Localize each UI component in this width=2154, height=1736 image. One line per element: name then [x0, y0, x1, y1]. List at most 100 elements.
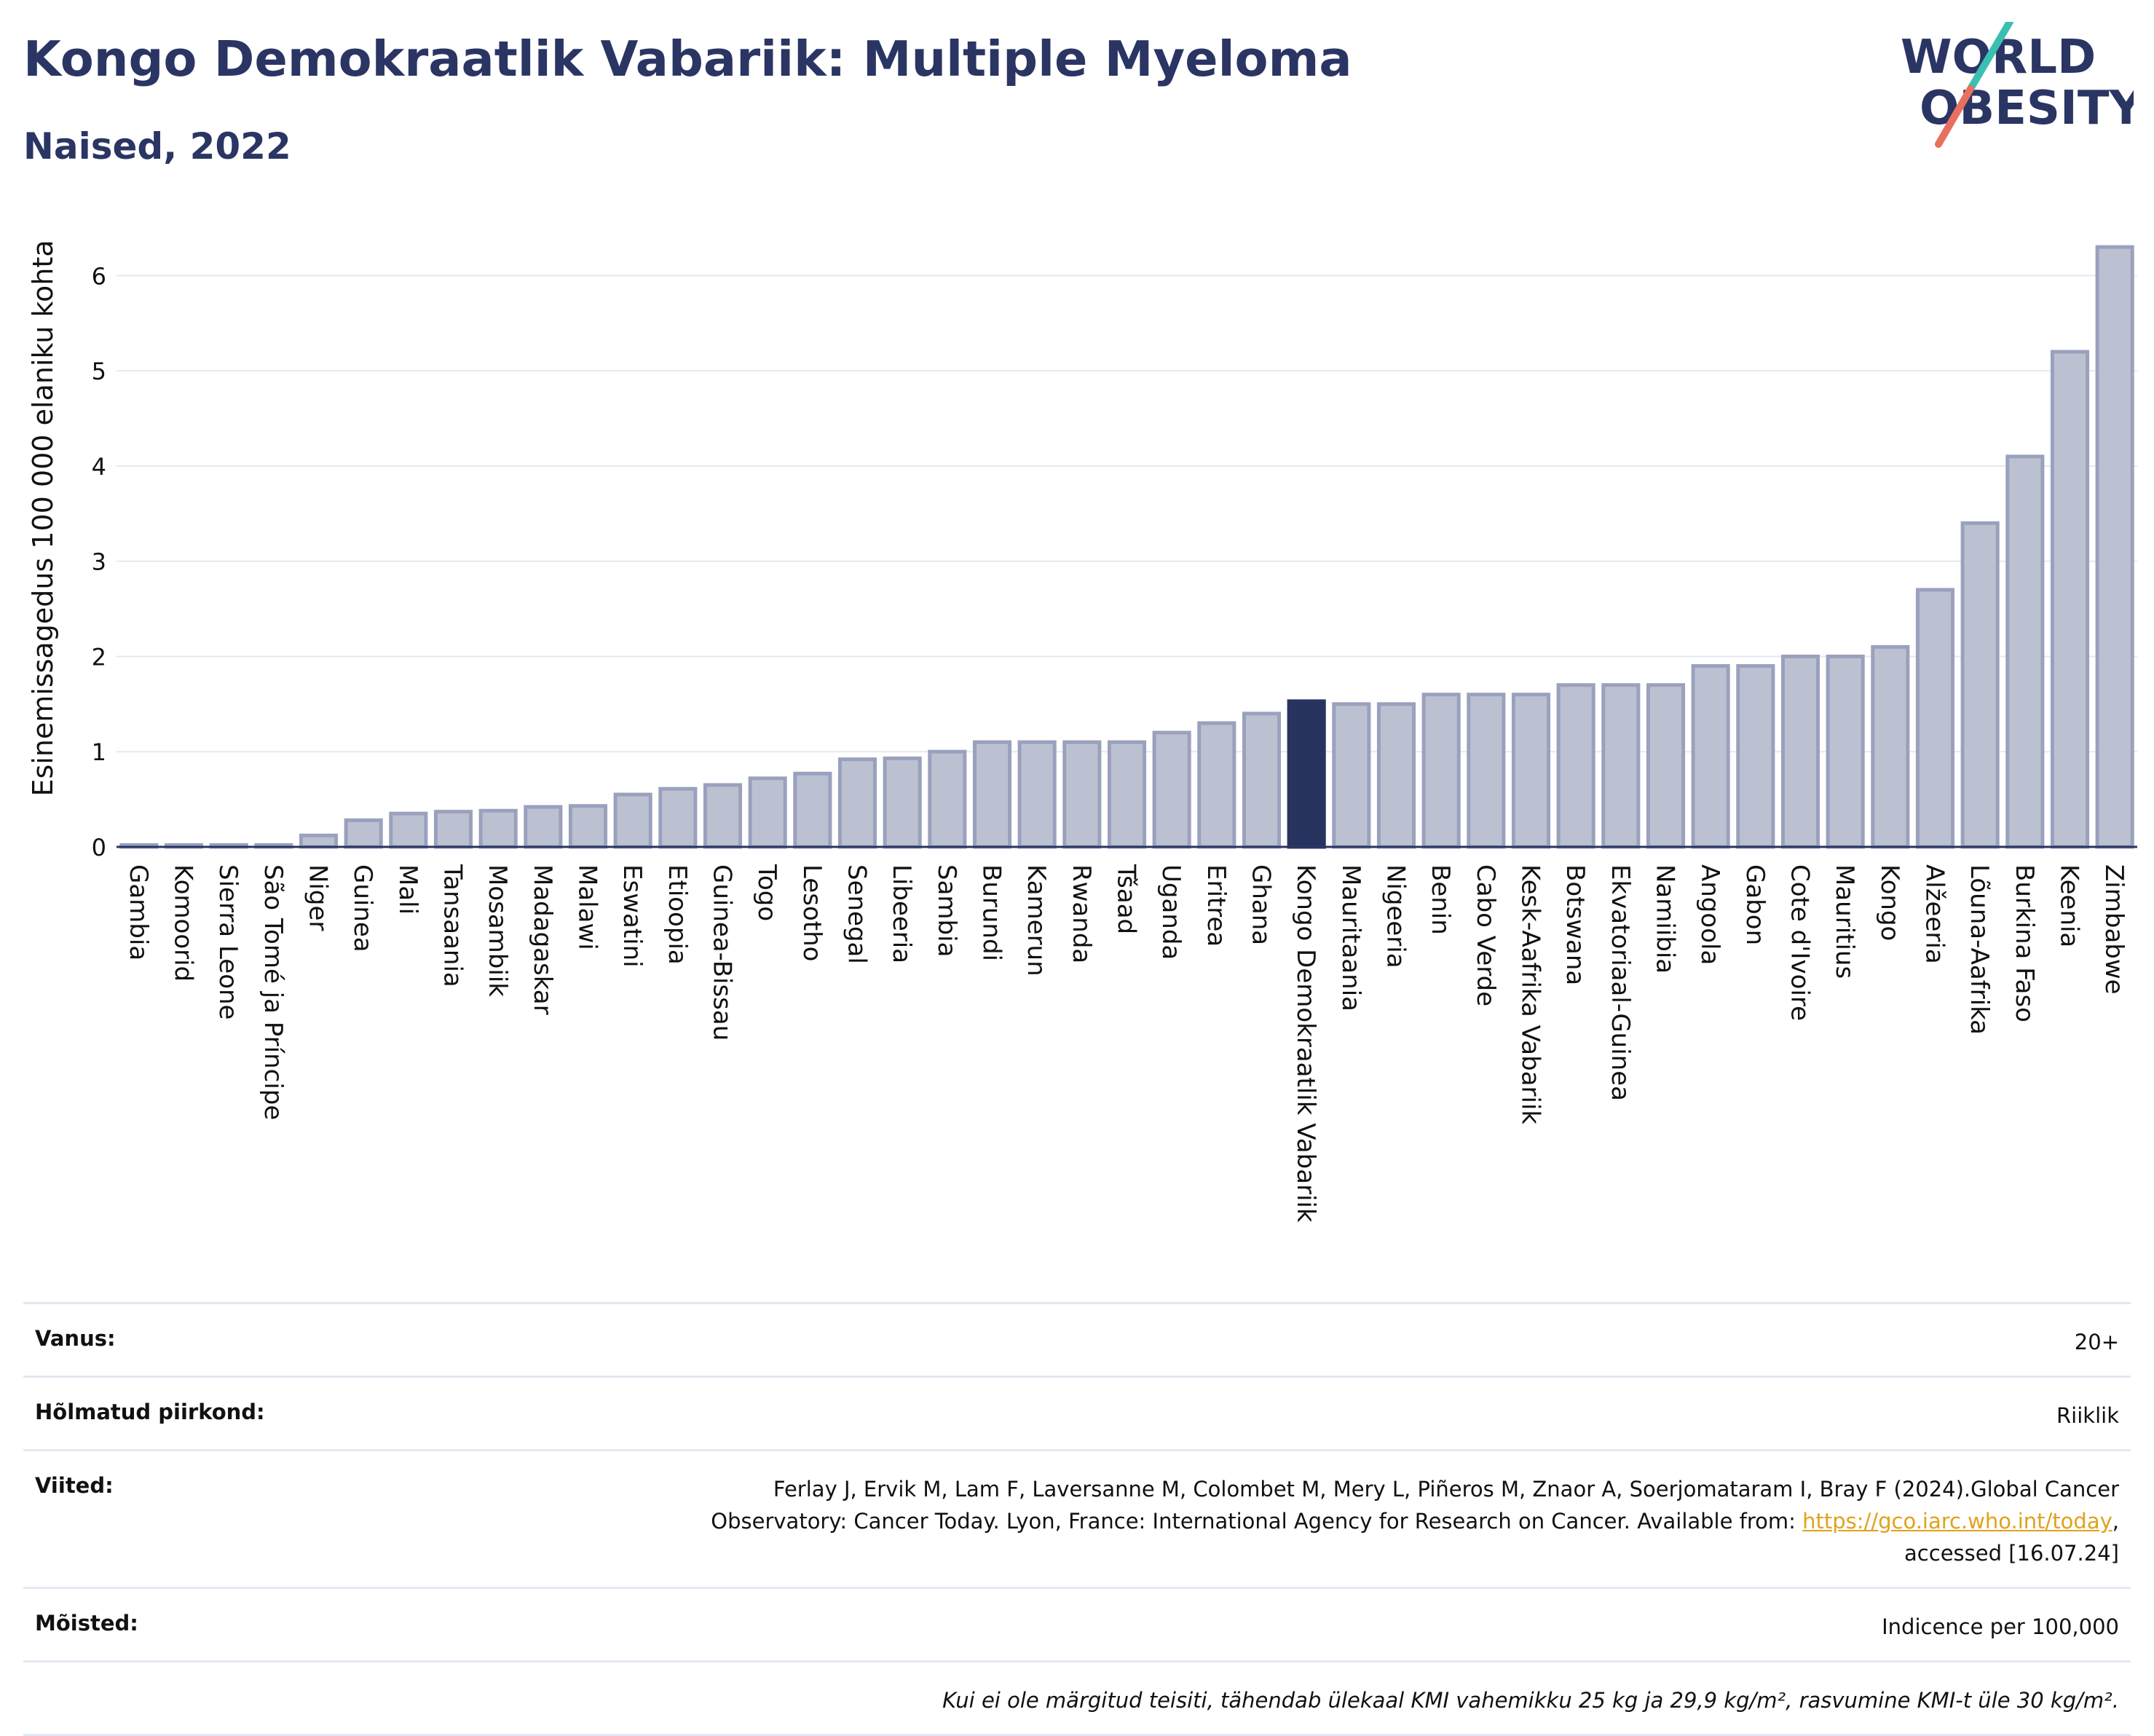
x-tick-label: Zimbabwe — [2099, 864, 2129, 995]
x-tick-label: Tšaad — [1112, 864, 1141, 934]
x-tick-label: Lõuna-Aafrika — [1965, 864, 1994, 1035]
x-tick-label: Ekvatoriaal-Guinea — [1606, 864, 1635, 1101]
x-tick-label: Cote d'Ivoire — [1786, 864, 1815, 1021]
x-tick-label: Eritrea — [1202, 864, 1231, 947]
bar — [568, 804, 608, 849]
bar — [1871, 644, 1910, 849]
y-tick-label: 0 — [92, 834, 106, 861]
references-line1: Ferlay J, Ervik M, Lam F, Laversanne M, … — [773, 1477, 2119, 1502]
x-tick-label: Ghana — [1247, 864, 1276, 945]
x-tick-label: Rwanda — [1067, 864, 1096, 963]
x-tick-label: Niger — [304, 864, 333, 931]
x-tick-label: Mauritius — [1830, 864, 1859, 979]
bar — [1467, 693, 1506, 849]
meta-row-definitions: Mõisted: Indicence per 100,000 — [23, 1587, 2131, 1660]
definitions-label: Mõisted: — [35, 1611, 138, 1636]
meta-row-references: Viited: Ferlay J, Ervik M, Lam F, Lavers… — [23, 1449, 2131, 1587]
region-value: Riiklik — [2056, 1403, 2119, 1428]
x-tick-label: São Tomé ja Príncipe — [259, 864, 288, 1120]
bar — [837, 757, 877, 849]
bar — [793, 771, 832, 849]
x-tick-label: Madagaskar — [528, 864, 557, 1015]
y-tick-label: 4 — [92, 453, 106, 481]
bar-chart: 0 1 2 3 4 5 6 Esinemissagedus 100 000 elaniku k… — [27, 240, 2137, 1223]
bar — [613, 792, 652, 849]
x-tick-label: Keenia — [2055, 864, 2084, 947]
x-tick-label: Mosambiik — [483, 864, 512, 997]
x-tick-label: Senegal — [843, 864, 872, 964]
bar — [1017, 740, 1057, 849]
bar — [389, 811, 428, 849]
x-tick-label: Angoola — [1695, 864, 1724, 965]
y-tick-label: 5 — [92, 358, 106, 385]
bar — [1332, 702, 1371, 849]
age-value: 20+ — [2074, 1330, 2119, 1354]
references-link[interactable]: https://gco.iarc.who.int/today — [1802, 1509, 2112, 1534]
bar — [1780, 654, 1820, 849]
x-tick-label: Uganda — [1156, 864, 1186, 960]
x-tick-label: Gabon — [1740, 864, 1770, 945]
bar — [703, 783, 743, 849]
x-tick-label: Namiibia — [1651, 864, 1680, 974]
x-tick-label: Kongo Demokraatlik Vabariik — [1291, 864, 1320, 1223]
references-value: Ferlay J, Ervik M, Lam F, Laversanne M, … — [711, 1473, 2119, 1569]
obesity-note: Kui ei ole märgitud teisiti, tähendab ül… — [942, 1688, 2119, 1713]
bar — [1646, 683, 1686, 849]
bar — [2005, 454, 2045, 849]
bar — [1287, 699, 1326, 849]
bar — [1107, 740, 1147, 849]
bar — [524, 805, 563, 849]
y-tick-label: 3 — [92, 548, 106, 576]
age-label: Vanus: — [35, 1326, 116, 1351]
x-tick-label: Tansaania — [438, 864, 468, 987]
region-label: Hõlmatud piirkond: — [35, 1400, 265, 1424]
bar — [1421, 693, 1461, 849]
chart-subtitle: Naised, 2022 — [23, 125, 291, 167]
x-tick-label: Mauritaania — [1336, 864, 1365, 1011]
x-tick-label: Sierra Leone — [213, 864, 242, 1019]
x-tick-label: Guinea-Bissau — [708, 864, 737, 1041]
bar — [433, 810, 473, 849]
bar — [1376, 702, 1416, 849]
x-tick-label: Eswatini — [618, 864, 647, 968]
bar — [1736, 664, 1775, 849]
x-tick-label: Lesotho — [797, 864, 827, 961]
bar — [972, 740, 1012, 849]
bar — [1197, 721, 1236, 849]
meta-row-note: Kui ei ole märgitud teisiti, tähendab ül… — [23, 1660, 2131, 1736]
x-tick-label: Kongo — [1875, 864, 1904, 941]
x-tick-label: Kesk-Aafrika Vabariik — [1516, 864, 1545, 1124]
bar — [658, 786, 698, 849]
y-tick-label: 1 — [92, 738, 106, 766]
x-tick-label: Kamerun — [1022, 864, 1051, 976]
bar — [1691, 664, 1730, 849]
bar — [748, 776, 787, 849]
x-tick-label: Guinea — [348, 864, 377, 952]
x-tick-label: Mali — [393, 864, 422, 915]
references-line2-end: , — [2112, 1509, 2119, 1534]
x-tick-label: Malawi — [573, 864, 602, 950]
x-tick-label: Alžeeria — [1920, 864, 1949, 964]
references-line3: accessed [16.07.24] — [1904, 1541, 2119, 1566]
x-tick-label: Benin — [1426, 864, 1455, 935]
x-tick-label: Cabo Verde — [1471, 864, 1500, 1006]
x-tick-label: Nigeeria — [1381, 864, 1411, 968]
metadata-table: Vanus: 20+ Hõlmatud piirkond: Riiklik Vi… — [23, 1302, 2131, 1736]
logo-slash-teal — [1967, 22, 2013, 92]
bar — [478, 808, 518, 849]
x-tick-label: Botswana — [1561, 864, 1590, 985]
x-tick-label: Etioopia — [663, 864, 692, 965]
x-tick-label: Burkina Faso — [2010, 864, 2039, 1022]
meta-row-age: Vanus: 20+ — [23, 1302, 2131, 1376]
bar — [1511, 693, 1551, 849]
x-tick-label: Togo — [752, 864, 781, 921]
world-obesity-logo: WORLD OBESITY — [1901, 22, 2134, 148]
bar — [299, 833, 339, 849]
bar — [1062, 740, 1102, 849]
x-tick-label: Libeeria — [887, 864, 916, 963]
x-tick-label: Gambia — [124, 864, 153, 960]
bar — [1826, 654, 1865, 849]
bar — [1556, 683, 1595, 849]
bar — [1242, 711, 1282, 849]
chart-title: Kongo Demokraatlik Vabariik: Multiple My… — [23, 31, 1352, 87]
